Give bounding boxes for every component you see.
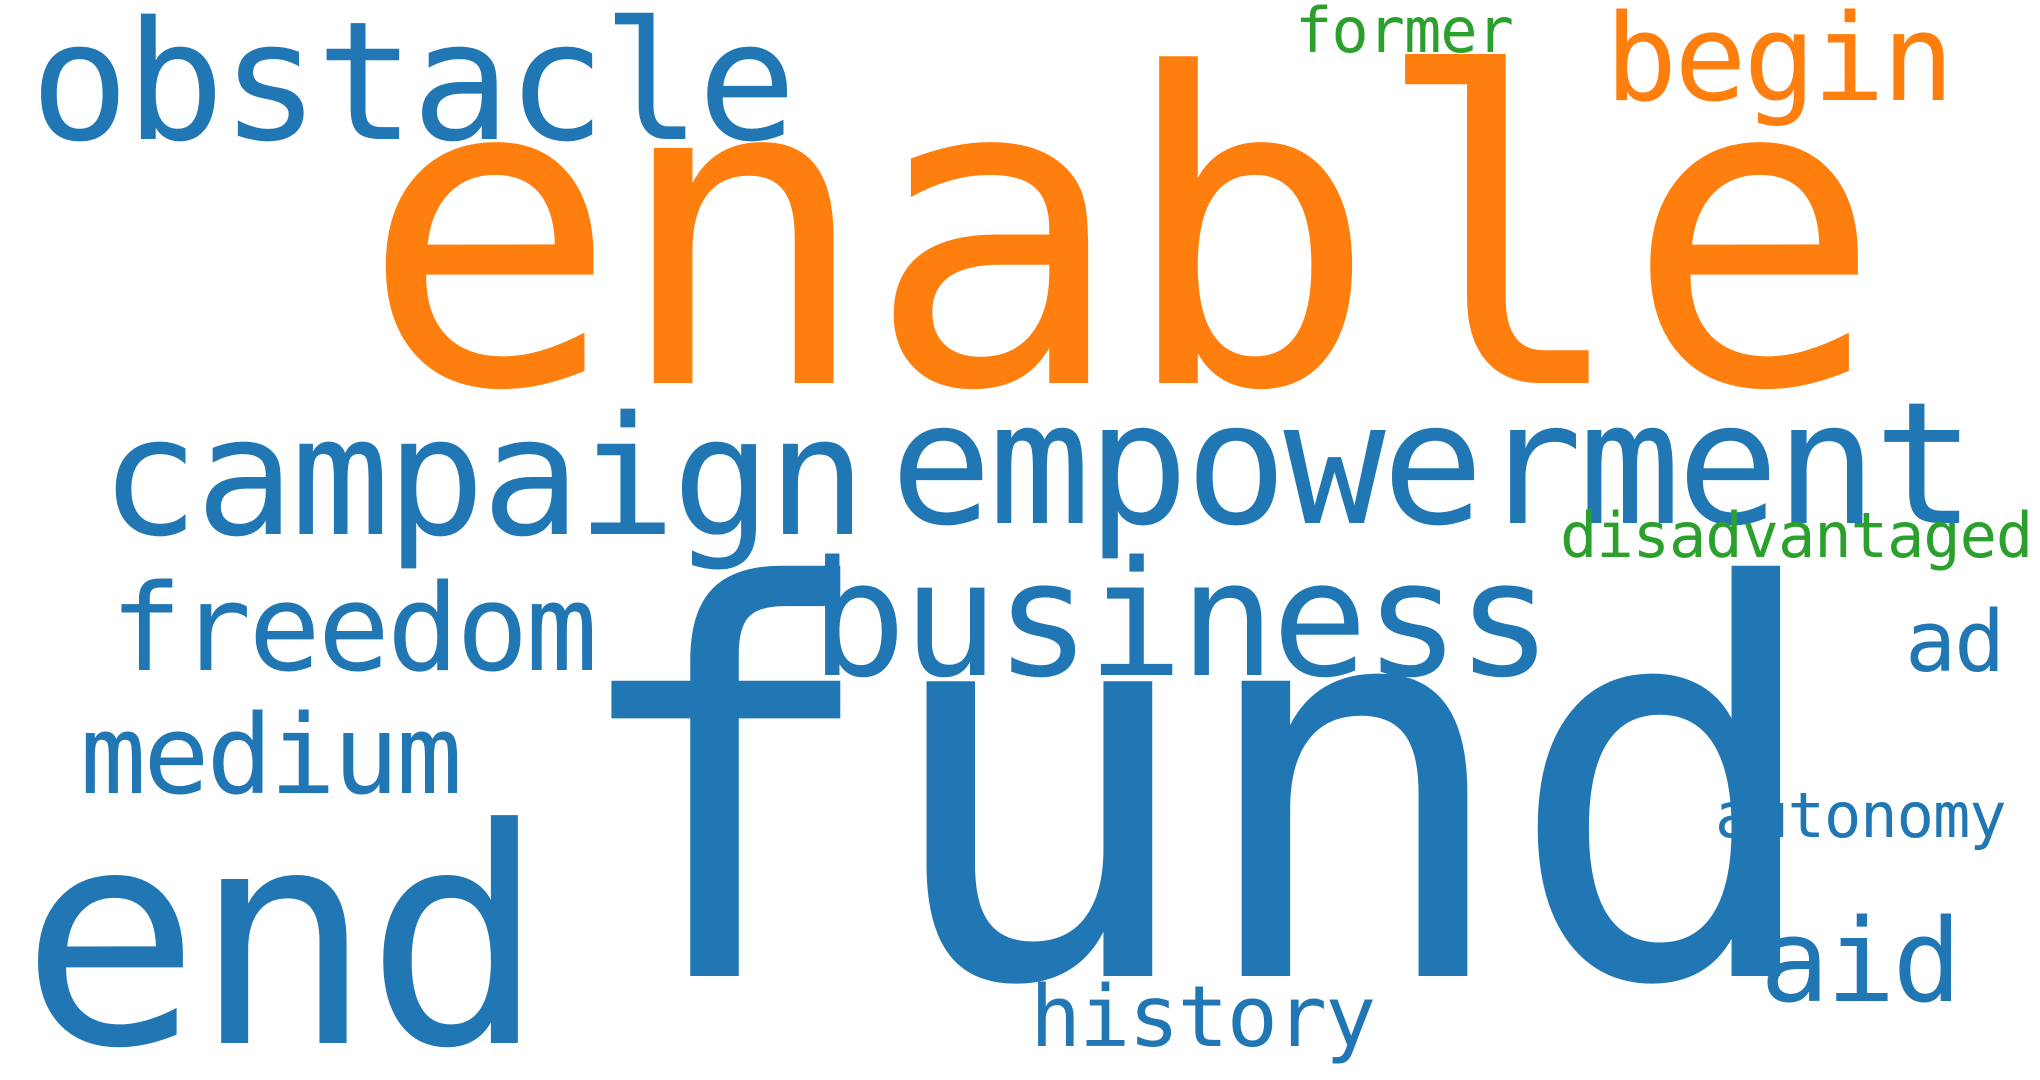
word-obstacle: obstacle bbox=[30, 0, 797, 178]
word-business: business bbox=[810, 526, 1553, 713]
word-fund: fund bbox=[560, 476, 1830, 1080]
word-enable: enable bbox=[360, 0, 1883, 485]
word-medium: medium bbox=[80, 691, 462, 819]
word-end: end bbox=[20, 765, 546, 1080]
word-ad: ad bbox=[1905, 593, 2005, 692]
word-empowerment: empowerment bbox=[890, 366, 1976, 564]
word-campaign: campaign bbox=[100, 381, 867, 573]
word-history: history bbox=[1030, 968, 1376, 1067]
word-freedom: freedom bbox=[110, 560, 598, 699]
word-begin: begin bbox=[1605, 0, 1954, 129]
word-disadvantaged: disadvantaged bbox=[1560, 499, 2033, 572]
word-aid: aid bbox=[1760, 895, 1962, 1029]
word-autonomy: autonomy bbox=[1715, 779, 2007, 852]
word-former: former bbox=[1295, 0, 1514, 67]
